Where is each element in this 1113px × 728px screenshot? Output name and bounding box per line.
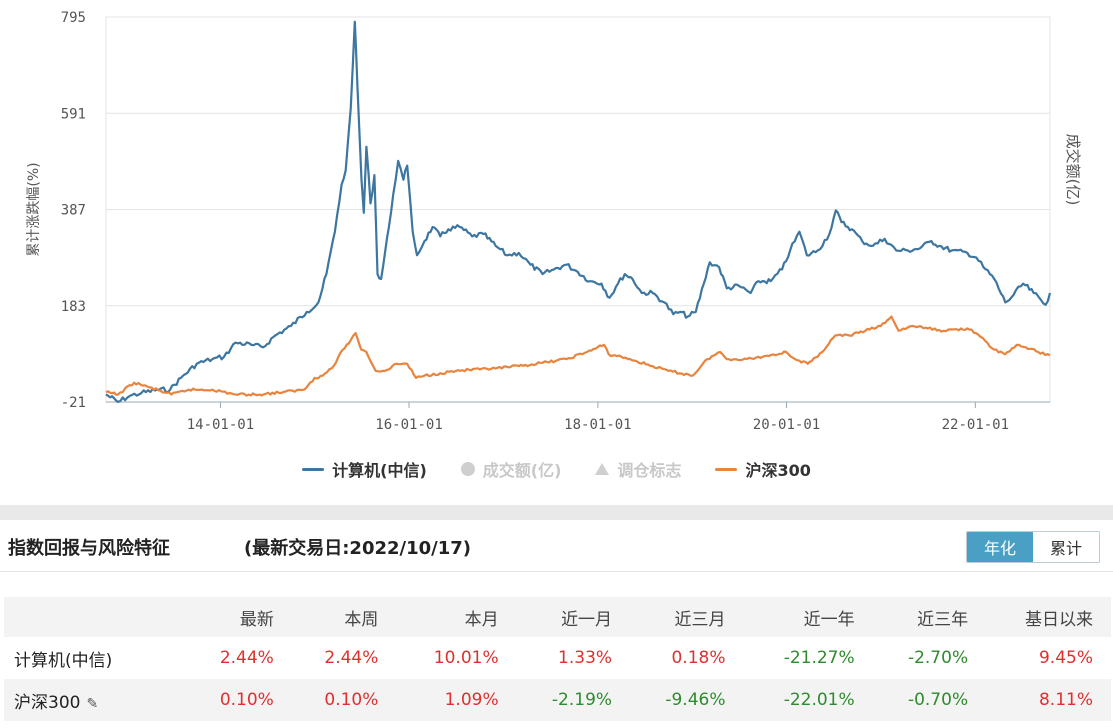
legend-line-swatch	[302, 467, 325, 471]
table-cell: 10.01%	[433, 648, 499, 668]
table-row: 沪深300 ✎ 0.10% 0.10% 1.09% -2.19% -9.46% -22.01%…	[4, 679, 1111, 721]
y-tick-label: 183	[61, 299, 86, 315]
column-header	[4, 597, 188, 637]
return-table: 最新 本周 本月 近一月 近三月 近一年 近三年 基日以来 计算机(中信) 2.4…	[4, 597, 1111, 721]
legend-label: 成交额(亿)	[482, 461, 562, 480]
table-cell: -2.19%	[516, 679, 631, 721]
row-name-text: 计算机(中信)	[14, 650, 113, 671]
y2-axis-label: 成交额(亿)	[1064, 134, 1082, 206]
y-tick-label: 387	[61, 203, 86, 219]
annualized-cumulative-toggle: 年化 累计	[966, 531, 1100, 563]
toggle-annualized-button[interactable]: 年化	[967, 532, 1033, 562]
x-tick-label: 22-01-01	[942, 417, 1009, 433]
row-name: 计算机(中信)	[4, 637, 187, 679]
table-cell: -22.01%	[743, 679, 873, 721]
x-tick-label: 14-01-01	[187, 417, 254, 433]
table-header-row: 最新 本周 本月 近一月 近三月 近一年 近三年 基日以来	[4, 597, 1111, 637]
table-cell: 0.10%	[291, 679, 397, 721]
latest-trading-date: (最新交易日:2022/10/17)	[244, 538, 471, 559]
series-line	[105, 315, 1051, 397]
table-cell: -0.70%	[872, 679, 987, 721]
row-name: 沪深300 ✎	[4, 679, 188, 721]
y-tick-label: -21	[61, 395, 86, 411]
table-cell: 2.44%	[324, 648, 379, 668]
pencil-edit-icon[interactable]: ✎	[86, 695, 99, 712]
table-cell: -21.27%	[783, 648, 855, 668]
table-cell: 0.10%	[187, 679, 292, 721]
circle-icon	[460, 462, 475, 476]
x-tick-label: 20-01-01	[753, 417, 820, 433]
table-cell: 8.11%	[986, 679, 1111, 721]
line-chart: -21 183 387 591 795 14-01-01 16-01-01 18-01-01 2…	[26, 10, 1082, 433]
series-line	[105, 20, 1052, 404]
triangle-icon	[595, 463, 610, 475]
table-cell: -2.70%	[907, 648, 969, 668]
table-cell: 2.44%	[219, 648, 274, 668]
legend-item[interactable]: 成交额(亿)	[460, 457, 562, 481]
y-axis-label: 累计涨跌幅(%)	[26, 162, 42, 256]
legend-item[interactable]: 沪深300	[715, 457, 811, 481]
column-header: 近三月	[630, 597, 744, 637]
column-header: 近一年	[743, 597, 873, 637]
index-chart: -21 183 387 591 795 14-01-01 16-01-01 18-01-01 2…	[26, 10, 1082, 433]
legend-item[interactable]: 计算机(中信)	[302, 457, 427, 481]
legend-label: 计算机(中信)	[332, 461, 427, 480]
toggle-cumulative-button[interactable]: 累计	[1033, 532, 1099, 562]
legend-line-swatch	[715, 467, 738, 471]
section-divider	[0, 505, 1113, 520]
table-cell: 1.33%	[558, 648, 613, 668]
table-cell: 1.09%	[396, 679, 517, 721]
y-tick-label: 591	[61, 106, 86, 122]
legend-label: 沪深300	[745, 461, 811, 480]
table-cell: 0.18%	[671, 648, 726, 668]
x-tick-label: 16-01-01	[375, 417, 442, 433]
chart-legend: 计算机(中信) 成交额(亿) 调仓标志 沪深300	[0, 457, 1113, 481]
table-cell: -9.46%	[630, 679, 744, 721]
x-tick-label: 18-01-01	[564, 417, 631, 433]
column-header: 最新	[187, 597, 292, 637]
section-header: 指数回报与风险特征 (最新交易日:2022/10/17) 年化 累计	[0, 520, 1113, 572]
table-row: 计算机(中信) 2.44% 2.44% 10.01% 1.33% 0.18% -21.27%…	[4, 637, 1111, 679]
column-header: 本月	[396, 597, 517, 637]
column-header: 近一月	[516, 597, 631, 637]
y-tick-label: 795	[61, 10, 86, 26]
column-header: 本周	[291, 597, 397, 637]
legend-label: 调仓标志	[617, 461, 682, 480]
row-name-text: 沪深300	[14, 692, 81, 713]
legend-item[interactable]: 调仓标志	[595, 457, 681, 481]
table-cell: 9.45%	[1038, 648, 1093, 668]
column-header: 近三年	[872, 597, 987, 637]
column-header: 基日以来	[986, 597, 1111, 637]
section-title: 指数回报与风险特征	[8, 538, 170, 559]
